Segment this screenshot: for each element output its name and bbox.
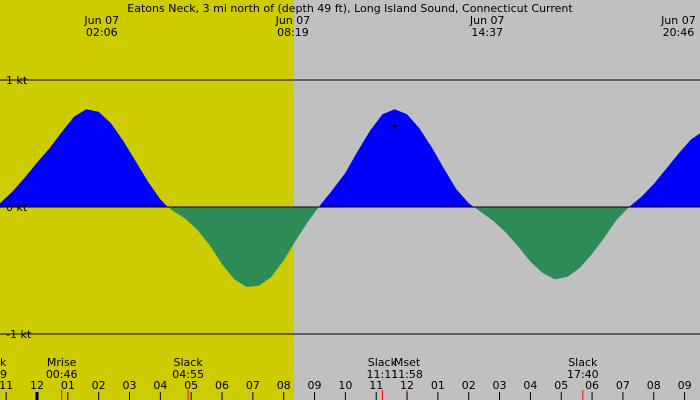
hour-tick-label: 03 <box>123 379 137 392</box>
ebb-current-area <box>0 207 700 287</box>
current-time-marker: + <box>390 120 399 133</box>
top-event-time: 08:19 <box>277 26 309 39</box>
chart-title: Eatons Neck, 3 mi north of (depth 49 ft)… <box>127 2 573 15</box>
bottom-event-time: 11:11 <box>367 368 399 381</box>
hour-tick-label: 06 <box>585 379 599 392</box>
top-event-date: Jun 07 <box>275 14 311 27</box>
hour-tick-label: 08 <box>277 379 291 392</box>
bottom-event-label: Mset <box>394 356 421 369</box>
top-event-date: Jun 07 <box>660 14 696 27</box>
y-tick-label: 1 kt <box>6 74 28 87</box>
bottom-event-time: 04:55 <box>172 368 204 381</box>
hour-tick-label: 09 <box>308 379 322 392</box>
hour-tick-label: 02 <box>462 379 476 392</box>
hour-tick-label: 07 <box>246 379 260 392</box>
hour-tick-label: 03 <box>493 379 507 392</box>
hour-tick-label: 11 <box>369 379 383 392</box>
top-event-date: Jun 07 <box>469 14 505 27</box>
hour-tick-label: 10 <box>338 379 352 392</box>
hour-tick-label: 04 <box>153 379 167 392</box>
top-event-time: 14:37 <box>471 26 503 39</box>
hour-tick-label: 05 <box>554 379 568 392</box>
hour-tick-label: 01 <box>61 379 75 392</box>
bottom-event-time: 17:40 <box>567 368 599 381</box>
bottom-event-label: Mrise <box>47 356 77 369</box>
bottom-event-time: 9 <box>0 368 7 381</box>
hour-tick-label: 11 <box>0 379 13 392</box>
bottom-event-label: Slack <box>174 356 204 369</box>
bottom-event-time: 11:58 <box>391 368 423 381</box>
top-event-time: 02:06 <box>86 26 118 39</box>
hour-tick-label: 02 <box>92 379 106 392</box>
hour-tick-label: 08 <box>647 379 661 392</box>
hour-tick-label: 12 <box>400 379 414 392</box>
bottom-event-label: k <box>0 356 7 369</box>
bottom-event-label: Slack <box>568 356 598 369</box>
top-event-time: 20:46 <box>663 26 695 39</box>
bottom-event: k9 <box>0 356 7 381</box>
bottom-event-label: Slack <box>368 356 398 369</box>
bottom-event-time: 00:46 <box>46 368 78 381</box>
hour-tick-label: 12 <box>30 379 44 392</box>
hour-tick-label: 01 <box>431 379 445 392</box>
hour-tick-label: 04 <box>523 379 537 392</box>
flood-current-area <box>0 109 700 207</box>
hour-tick-label: 06 <box>215 379 229 392</box>
y-tick-label: 0 kt <box>6 201 28 214</box>
hour-tick-label: 07 <box>616 379 630 392</box>
hour-tick-label: 09 <box>678 379 692 392</box>
hour-tick-label: 05 <box>184 379 198 392</box>
y-tick-label: -1 kt <box>6 328 32 341</box>
top-event-date: Jun 07 <box>83 14 119 27</box>
